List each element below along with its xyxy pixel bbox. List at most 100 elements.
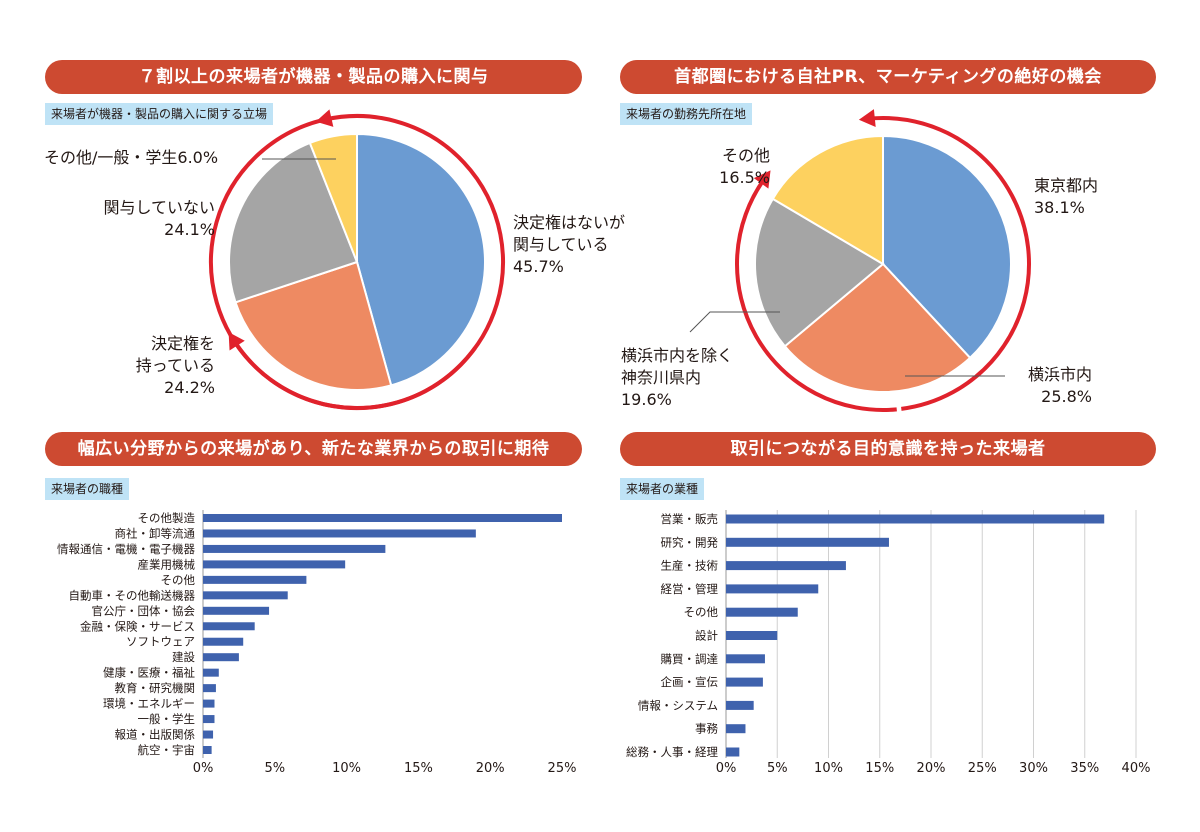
x-tick-label: 5% xyxy=(767,761,788,776)
category-label: その他 xyxy=(684,605,719,619)
bar-7 xyxy=(203,622,255,631)
pie1-arrow-bottom-head xyxy=(228,332,245,351)
x-tick-label: 5% xyxy=(264,761,285,776)
x-tick-label: 35% xyxy=(1070,761,1099,776)
category-label: 建設 xyxy=(172,650,195,664)
bar-12 xyxy=(203,699,215,708)
pie1-slice-0 xyxy=(356,132,486,387)
bar-4 xyxy=(203,575,307,584)
bar-6 xyxy=(726,654,765,664)
x-tick-label: 10% xyxy=(814,761,843,776)
bar-3 xyxy=(203,560,346,569)
bar-chart-job-type: その他製造商社・卸等流通情報通信・電機・電子機器産業用機械その他自動車・その他輸… xyxy=(57,510,577,776)
category-label: 情報通信・電機・電子機器 xyxy=(57,542,195,556)
category-label: 経営・管理 xyxy=(661,582,719,596)
category-label: 営業・販売 xyxy=(661,512,719,526)
q4-banner: 取引につながる目的意識を持った来場者 xyxy=(620,432,1156,466)
q1-label-decision: 決定権を 持っている 24.2% xyxy=(135,334,215,397)
bar-3 xyxy=(726,584,819,594)
bar-8 xyxy=(203,637,244,646)
category-label: 教育・研究機関 xyxy=(115,681,196,695)
bar-6 xyxy=(203,606,270,615)
x-tick-label: 15% xyxy=(404,761,433,776)
pie2-arrow-left-head xyxy=(753,170,771,189)
pie-chart-work-location xyxy=(689,109,1031,412)
x-tick-label: 25% xyxy=(548,761,577,776)
q1-label-involved: 決定権はないが 関与している 45.7% xyxy=(513,213,626,276)
category-label: 総務・人事・経理 xyxy=(626,745,718,759)
pie2-slice-0 xyxy=(882,134,1012,360)
bar-9 xyxy=(203,653,239,662)
bar-10 xyxy=(726,747,740,757)
x-tick-label: 0% xyxy=(193,761,214,776)
category-label: 事務 xyxy=(695,722,718,736)
category-label: 環境・エネルギー xyxy=(103,697,195,711)
x-tick-label: 30% xyxy=(1019,761,1048,776)
category-label: 商社・卸等流通 xyxy=(115,526,196,540)
q2-label-other: その他 16.5% xyxy=(719,146,770,187)
bar-0 xyxy=(203,514,562,522)
x-tick-label: 25% xyxy=(968,761,997,776)
pie2-slice-3 xyxy=(771,134,884,266)
category-label: ソフトウェア xyxy=(126,635,195,649)
q3-tag: 来場者の職種 xyxy=(45,478,130,500)
x-tick-label: 15% xyxy=(865,761,894,776)
category-label: 生産・技術 xyxy=(661,559,719,573)
bar-4 xyxy=(726,607,798,617)
pie2-arrow-right-head xyxy=(858,109,876,128)
bar-15 xyxy=(203,746,212,754)
category-label: 金融・保険・サービス xyxy=(80,619,195,633)
bar-1 xyxy=(726,537,889,547)
bar-7 xyxy=(726,677,763,687)
bar-2 xyxy=(203,544,386,553)
q1-banner: ７割以上の来場者が機器・製品の購入に関与 xyxy=(45,60,582,94)
q2-label-kanagawa: 横浜市内を除く 神奈川県内 19.6% xyxy=(621,346,734,409)
q4-tag: 来場者の業種 xyxy=(620,478,705,500)
pie2-arrow-right xyxy=(868,116,1031,411)
pie2-arrow-left xyxy=(735,177,897,412)
pie1-arrow-top-head xyxy=(315,109,334,127)
bar-11 xyxy=(203,684,216,693)
q2-banner: 首都圏における自社PR、マーケティングの絶好の機会 xyxy=(620,60,1156,94)
pie2-leader-kanagawa xyxy=(689,311,780,333)
category-label: 産業用機械 xyxy=(138,557,196,571)
category-label: 官公庁・団体・協会 xyxy=(92,604,196,618)
bar-2 xyxy=(726,561,846,571)
category-label: 購買・調達 xyxy=(661,652,719,666)
category-label: その他製造 xyxy=(138,511,196,525)
category-label: 情報・システム xyxy=(638,698,718,712)
category-label: 企画・宣伝 xyxy=(661,675,719,689)
category-label: 報道・出版関係 xyxy=(115,728,196,742)
bar-9 xyxy=(726,724,746,734)
bar-1 xyxy=(203,529,476,538)
pie1-arrow-bottom xyxy=(232,339,477,410)
q2-tag: 来場者の勤務先所在地 xyxy=(620,103,753,125)
x-tick-label: 40% xyxy=(1122,761,1151,776)
category-label: 研究・開発 xyxy=(661,535,719,549)
q1-tag: 来場者が機器・製品の購入に関する立場 xyxy=(45,103,274,125)
q1-label-not-involved: 関与していない 24.1% xyxy=(103,198,215,239)
bar-8 xyxy=(726,700,754,710)
bar-14 xyxy=(203,730,214,739)
x-tick-label: 20% xyxy=(476,761,505,776)
category-label: その他 xyxy=(161,573,196,587)
pie1-slice-1 xyxy=(234,260,393,391)
pie-chart-purchase-role xyxy=(209,109,506,410)
bar-5 xyxy=(203,591,288,600)
bar-13 xyxy=(203,715,215,724)
category-label: 健康・医療・福祉 xyxy=(103,666,195,680)
category-label: 設計 xyxy=(695,629,718,643)
pie2-slice-2 xyxy=(754,197,885,348)
pie1-slice-3 xyxy=(308,132,358,263)
category-label: 航空・宇宙 xyxy=(138,743,196,757)
q2-label-yokohama: 横浜市内 25.8% xyxy=(1027,365,1092,406)
bar-5 xyxy=(726,631,778,640)
q2-label-tokyo: 東京都内 38.1% xyxy=(1034,176,1099,217)
bar-10 xyxy=(203,668,219,677)
q1-label-other: その他/一般・学生6.0% xyxy=(44,148,219,167)
category-label: 一般・学生 xyxy=(138,712,196,726)
q3-banner: 幅広い分野からの来場があり、新たな業界からの取引に期待 xyxy=(45,432,582,466)
x-tick-label: 20% xyxy=(917,761,946,776)
bar-0 xyxy=(726,514,1105,524)
